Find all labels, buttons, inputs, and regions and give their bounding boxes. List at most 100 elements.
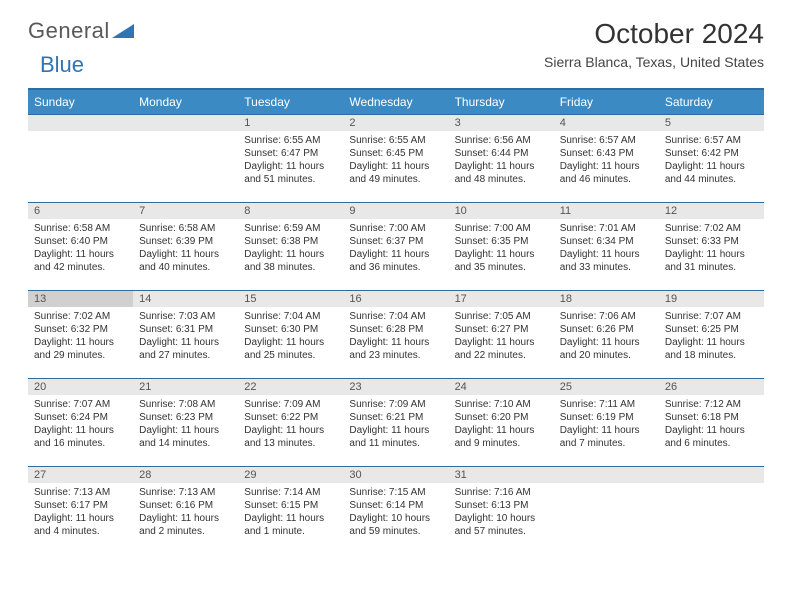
daylight-text: Daylight: 10 hours and 57 minutes. <box>455 512 548 538</box>
calendar-cell: 25Sunrise: 7:11 AMSunset: 6:19 PMDayligh… <box>554 379 659 467</box>
sunset-text: Sunset: 6:22 PM <box>244 411 337 424</box>
sunrise-text: Sunrise: 7:00 AM <box>349 222 442 235</box>
daylight-text: Daylight: 11 hours and 14 minutes. <box>139 424 232 450</box>
sunrise-text: Sunrise: 7:09 AM <box>244 398 337 411</box>
logo-triangle-icon <box>112 18 134 44</box>
day-details: Sunrise: 7:12 AMSunset: 6:18 PMDaylight:… <box>659 395 764 452</box>
day-number: 16 <box>343 291 448 307</box>
daylight-text: Daylight: 11 hours and 49 minutes. <box>349 160 442 186</box>
day-number: 20 <box>28 379 133 395</box>
calendar-week: 6Sunrise: 6:58 AMSunset: 6:40 PMDaylight… <box>28 203 764 291</box>
sunset-text: Sunset: 6:45 PM <box>349 147 442 160</box>
sunrise-text: Sunrise: 6:58 AM <box>139 222 232 235</box>
day-details: Sunrise: 7:09 AMSunset: 6:22 PMDaylight:… <box>238 395 343 452</box>
calendar-cell: 12Sunrise: 7:02 AMSunset: 6:33 PMDayligh… <box>659 203 764 291</box>
sunset-text: Sunset: 6:32 PM <box>34 323 127 336</box>
day-number: 22 <box>238 379 343 395</box>
day-header-row: SundayMondayTuesdayWednesdayThursdayFrid… <box>28 89 764 115</box>
sunset-text: Sunset: 6:40 PM <box>34 235 127 248</box>
calendar-cell: 1Sunrise: 6:55 AMSunset: 6:47 PMDaylight… <box>238 115 343 203</box>
daylight-text: Daylight: 11 hours and 1 minute. <box>244 512 337 538</box>
calendar-cell: 26Sunrise: 7:12 AMSunset: 6:18 PMDayligh… <box>659 379 764 467</box>
daylight-text: Daylight: 11 hours and 11 minutes. <box>349 424 442 450</box>
daylight-text: Daylight: 11 hours and 27 minutes. <box>139 336 232 362</box>
day-number: 28 <box>133 467 238 483</box>
calendar-cell: 20Sunrise: 7:07 AMSunset: 6:24 PMDayligh… <box>28 379 133 467</box>
day-number: 30 <box>343 467 448 483</box>
day-details: Sunrise: 6:55 AMSunset: 6:45 PMDaylight:… <box>343 131 448 188</box>
day-number: 31 <box>449 467 554 483</box>
calendar-cell: 22Sunrise: 7:09 AMSunset: 6:22 PMDayligh… <box>238 379 343 467</box>
sunset-text: Sunset: 6:19 PM <box>560 411 653 424</box>
sunrise-text: Sunrise: 7:15 AM <box>349 486 442 499</box>
day-details: Sunrise: 7:08 AMSunset: 6:23 PMDaylight:… <box>133 395 238 452</box>
calendar-cell: 14Sunrise: 7:03 AMSunset: 6:31 PMDayligh… <box>133 291 238 379</box>
calendar-cell: 27Sunrise: 7:13 AMSunset: 6:17 PMDayligh… <box>28 467 133 555</box>
sunset-text: Sunset: 6:18 PM <box>665 411 758 424</box>
day-details: Sunrise: 7:16 AMSunset: 6:13 PMDaylight:… <box>449 483 554 540</box>
day-header: Sunday <box>28 89 133 115</box>
sunrise-text: Sunrise: 7:02 AM <box>665 222 758 235</box>
calendar-cell: 30Sunrise: 7:15 AMSunset: 6:14 PMDayligh… <box>343 467 448 555</box>
logo: General <box>28 18 134 44</box>
daylight-text: Daylight: 11 hours and 7 minutes. <box>560 424 653 450</box>
sunset-text: Sunset: 6:17 PM <box>34 499 127 512</box>
sunrise-text: Sunrise: 7:04 AM <box>244 310 337 323</box>
day-details: Sunrise: 7:05 AMSunset: 6:27 PMDaylight:… <box>449 307 554 364</box>
sunset-text: Sunset: 6:21 PM <box>349 411 442 424</box>
daylight-text: Daylight: 11 hours and 4 minutes. <box>34 512 127 538</box>
calendar-cell: 16Sunrise: 7:04 AMSunset: 6:28 PMDayligh… <box>343 291 448 379</box>
calendar-cell: 7Sunrise: 6:58 AMSunset: 6:39 PMDaylight… <box>133 203 238 291</box>
sunset-text: Sunset: 6:25 PM <box>665 323 758 336</box>
sunrise-text: Sunrise: 6:55 AM <box>349 134 442 147</box>
calendar-cell: 13Sunrise: 7:02 AMSunset: 6:32 PMDayligh… <box>28 291 133 379</box>
day-number: 25 <box>554 379 659 395</box>
day-details: Sunrise: 7:13 AMSunset: 6:16 PMDaylight:… <box>133 483 238 540</box>
sunrise-text: Sunrise: 7:12 AM <box>665 398 758 411</box>
calendar-cell: 3Sunrise: 6:56 AMSunset: 6:44 PMDaylight… <box>449 115 554 203</box>
sunset-text: Sunset: 6:39 PM <box>139 235 232 248</box>
day-number: 26 <box>659 379 764 395</box>
day-details: Sunrise: 7:10 AMSunset: 6:20 PMDaylight:… <box>449 395 554 452</box>
day-details: Sunrise: 7:02 AMSunset: 6:32 PMDaylight:… <box>28 307 133 364</box>
daylight-text: Daylight: 11 hours and 35 minutes. <box>455 248 548 274</box>
daylight-text: Daylight: 11 hours and 51 minutes. <box>244 160 337 186</box>
sunset-text: Sunset: 6:37 PM <box>349 235 442 248</box>
day-details: Sunrise: 6:58 AMSunset: 6:39 PMDaylight:… <box>133 219 238 276</box>
day-details: Sunrise: 6:57 AMSunset: 6:42 PMDaylight:… <box>659 131 764 188</box>
daylight-text: Daylight: 11 hours and 22 minutes. <box>455 336 548 362</box>
logo-text-gray: General <box>28 18 110 44</box>
day-number: 10 <box>449 203 554 219</box>
calendar-cell: 28Sunrise: 7:13 AMSunset: 6:16 PMDayligh… <box>133 467 238 555</box>
sunrise-text: Sunrise: 7:03 AM <box>139 310 232 323</box>
calendar-cell: 21Sunrise: 7:08 AMSunset: 6:23 PMDayligh… <box>133 379 238 467</box>
sunset-text: Sunset: 6:20 PM <box>455 411 548 424</box>
calendar-page: General October 2024 Sierra Blanca, Texa… <box>0 0 792 565</box>
sunrise-text: Sunrise: 7:07 AM <box>665 310 758 323</box>
calendar-cell: 6Sunrise: 6:58 AMSunset: 6:40 PMDaylight… <box>28 203 133 291</box>
day-number: 23 <box>343 379 448 395</box>
sunrise-text: Sunrise: 7:10 AM <box>455 398 548 411</box>
day-number: 12 <box>659 203 764 219</box>
sunrise-text: Sunrise: 7:09 AM <box>349 398 442 411</box>
sunrise-text: Sunrise: 7:08 AM <box>139 398 232 411</box>
day-number: 17 <box>449 291 554 307</box>
daylight-text: Daylight: 11 hours and 20 minutes. <box>560 336 653 362</box>
daylight-text: Daylight: 11 hours and 9 minutes. <box>455 424 548 450</box>
sunset-text: Sunset: 6:38 PM <box>244 235 337 248</box>
sunrise-text: Sunrise: 6:55 AM <box>244 134 337 147</box>
calendar-week: 20Sunrise: 7:07 AMSunset: 6:24 PMDayligh… <box>28 379 764 467</box>
sunset-text: Sunset: 6:30 PM <box>244 323 337 336</box>
sunset-text: Sunset: 6:43 PM <box>560 147 653 160</box>
day-header: Tuesday <box>238 89 343 115</box>
day-details: Sunrise: 7:00 AMSunset: 6:37 PMDaylight:… <box>343 219 448 276</box>
day-number: 7 <box>133 203 238 219</box>
daylight-text: Daylight: 11 hours and 13 minutes. <box>244 424 337 450</box>
daylight-text: Daylight: 11 hours and 42 minutes. <box>34 248 127 274</box>
daylight-text: Daylight: 10 hours and 59 minutes. <box>349 512 442 538</box>
calendar-cell: 2Sunrise: 6:55 AMSunset: 6:45 PMDaylight… <box>343 115 448 203</box>
day-details: Sunrise: 7:07 AMSunset: 6:25 PMDaylight:… <box>659 307 764 364</box>
sunset-text: Sunset: 6:44 PM <box>455 147 548 160</box>
daylight-text: Daylight: 11 hours and 18 minutes. <box>665 336 758 362</box>
location-label: Sierra Blanca, Texas, United States <box>544 54 764 70</box>
